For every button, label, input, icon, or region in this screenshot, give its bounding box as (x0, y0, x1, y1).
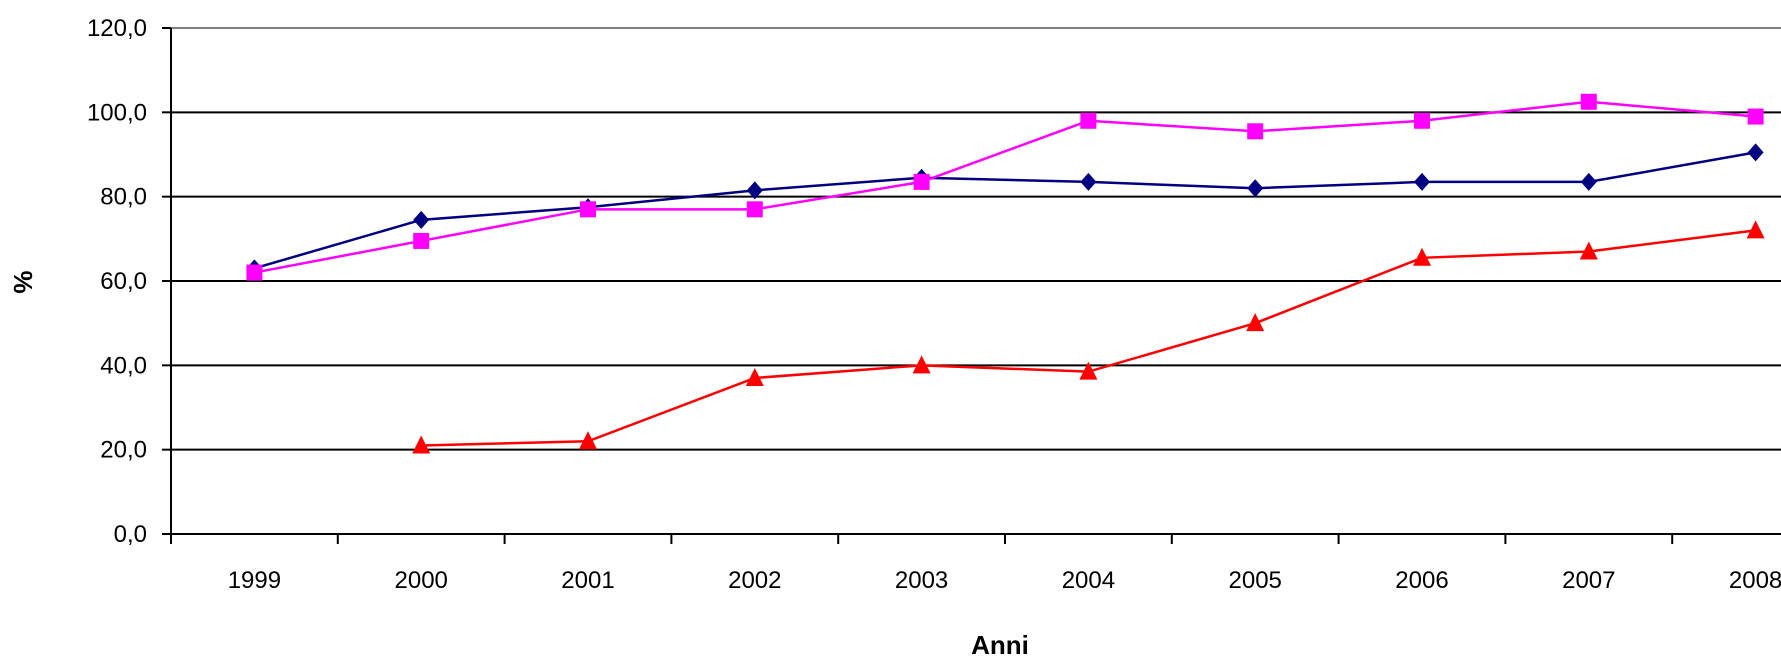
x-tick-label: 2005 (1229, 567, 1282, 594)
triangle-marker (579, 431, 597, 450)
y-tick-label: 20,0 (100, 437, 147, 464)
series-1-line (254, 151, 1756, 270)
triangle-marker (1413, 247, 1431, 266)
x-tick-label: 2007 (1562, 567, 1615, 594)
triangle-marker (1579, 241, 1598, 260)
axes: 0,0 20,0 40,0 60,0 80,0 100,0 120,0 1999 2000 200… (87, 15, 1781, 594)
square-marker (246, 264, 263, 281)
series-3-line (421, 229, 1756, 447)
x-tick-label: 2000 (395, 567, 448, 594)
diamond-marker (746, 181, 763, 200)
triangle-marker (912, 355, 931, 374)
square-marker (746, 201, 763, 218)
square-marker (1747, 108, 1764, 125)
x-tick-label: 2004 (1062, 567, 1115, 594)
square-marker (580, 201, 596, 218)
diamond-marker (1580, 172, 1597, 191)
x-tick-label: 2001 (561, 567, 614, 594)
gridlines (171, 27, 1781, 451)
square-marker (413, 232, 430, 249)
y-tick-label: 40,0 (100, 352, 147, 379)
square-marker (1247, 123, 1264, 140)
diamond-marker (413, 210, 430, 229)
y-tick-label: 80,0 (100, 184, 147, 211)
triangle-marker (1246, 313, 1265, 332)
diamond-marker (1247, 179, 1264, 198)
diamond-marker (1080, 172, 1097, 191)
triangle-marker (745, 367, 764, 386)
triangle-marker (1079, 361, 1098, 380)
x-tick-label: 2006 (1395, 567, 1448, 594)
y-axis-title: % (8, 270, 38, 293)
square-marker (913, 173, 930, 190)
triangle-marker (412, 435, 431, 454)
x-axis-title: Anni (971, 630, 1029, 660)
x-tick-label: 2008 (1729, 567, 1781, 594)
square-marker (1414, 112, 1430, 129)
y-tick-label: 0,0 (114, 521, 147, 548)
diamond-marker (1747, 143, 1764, 162)
x-tick-label: 2002 (728, 567, 781, 594)
triangle-marker (1746, 220, 1765, 239)
square-marker (1580, 93, 1597, 110)
square-marker (1080, 112, 1097, 129)
y-tick-label: 120,0 (87, 15, 147, 42)
y-tick-label: 100,0 (87, 99, 147, 126)
y-tick-label: 60,0 (100, 268, 147, 295)
x-tick-label: 2003 (895, 567, 948, 594)
series-group (246, 93, 1765, 454)
diamond-marker (1414, 172, 1430, 191)
series-2-line (254, 100, 1756, 274)
x-tick-label: 1999 (228, 567, 281, 594)
